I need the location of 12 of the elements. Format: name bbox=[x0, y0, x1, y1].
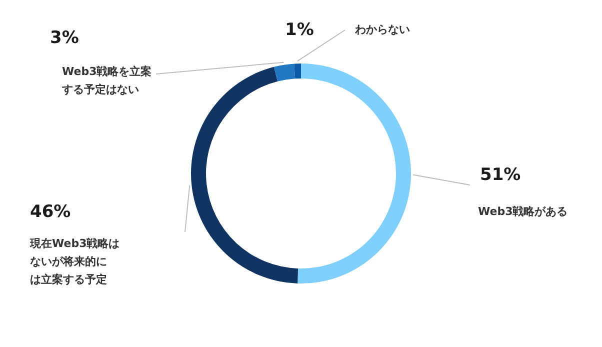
slice-label: 現在Web3戦略はないが将来的には立案する予定 bbox=[29, 237, 120, 286]
donut-slice bbox=[274, 64, 296, 82]
slice-label: わからない bbox=[354, 23, 410, 36]
data-label: 51% bbox=[480, 165, 521, 185]
data-label: 1% bbox=[285, 20, 314, 40]
slice-label: Web3戦略がある bbox=[478, 205, 568, 218]
data-label: 46% bbox=[30, 202, 71, 222]
donut-slice bbox=[294, 64, 301, 79]
slice-label: Web3戦略を立案する予定はない bbox=[61, 65, 152, 96]
donut-slice bbox=[191, 66, 298, 284]
data-label: 3% bbox=[50, 28, 79, 48]
donut-slice bbox=[298, 64, 411, 284]
